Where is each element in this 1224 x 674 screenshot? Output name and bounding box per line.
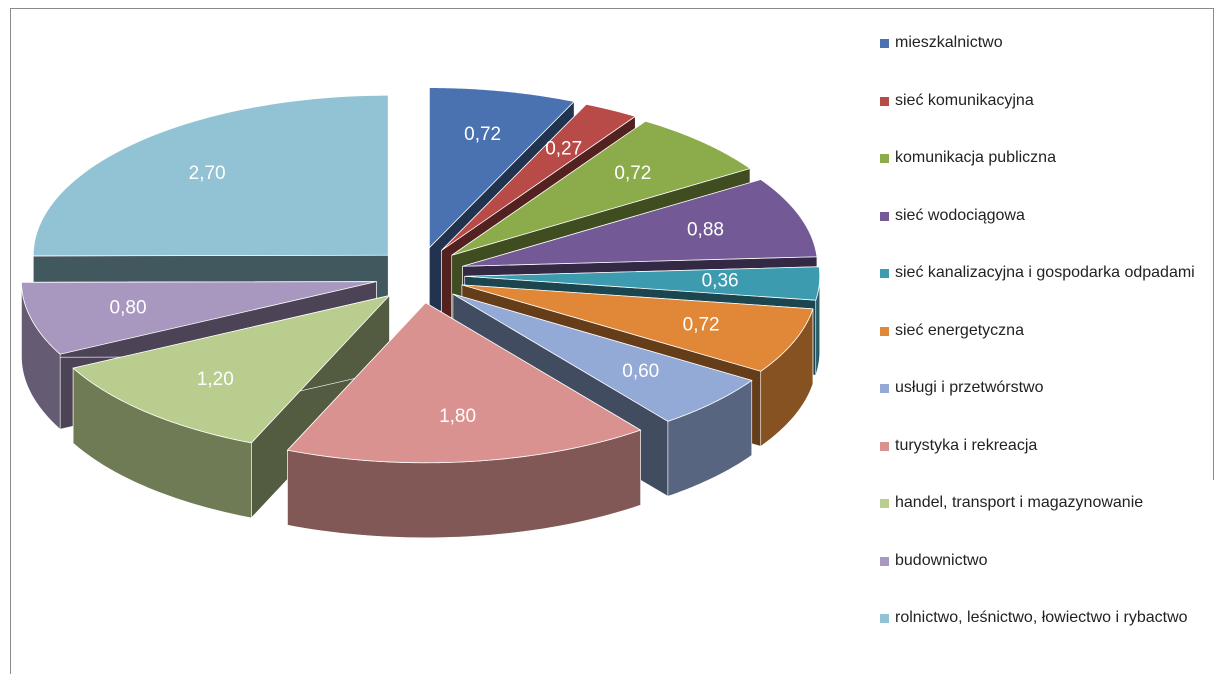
legend-label: mieszkalnictwo xyxy=(895,34,1003,51)
legend-item: sieć energetyczna xyxy=(873,320,1218,342)
slice xyxy=(461,284,814,372)
legend-swatch xyxy=(880,441,889,451)
slice xyxy=(462,179,818,267)
slice xyxy=(72,294,391,444)
legend-label: komunikacja publiczna xyxy=(895,149,1056,166)
data-label: 0,88 xyxy=(687,219,724,240)
legend-item: handel, transport i magazynowanie xyxy=(873,492,1218,514)
data-label: 1,80 xyxy=(439,406,476,427)
slice xyxy=(21,281,377,355)
legend-swatch xyxy=(880,499,889,508)
legend-swatch xyxy=(880,96,889,106)
data-label: 0,72 xyxy=(464,124,501,145)
legend-swatch xyxy=(880,269,889,278)
legend-item: turystyka i rekreacja xyxy=(873,435,1218,457)
data-label: 0,72 xyxy=(614,163,651,184)
legend-item: budownictwo xyxy=(873,550,1218,572)
legend-item: sieć wodociągowa xyxy=(873,205,1218,227)
legend-swatch xyxy=(880,211,889,221)
slice xyxy=(441,103,637,251)
slice xyxy=(452,293,753,422)
legend-swatch xyxy=(880,556,889,566)
slice xyxy=(428,87,575,249)
legend-label: rolnictwo, leśnictwo, łowiectwo i rybact… xyxy=(895,609,1188,626)
legend-item: rolnictwo, leśnictwo, łowiectwo i rybact… xyxy=(873,607,1218,629)
legend-item: sieć kanalizacyjna i gospodarka odpadami xyxy=(873,262,1218,284)
slice xyxy=(464,266,821,301)
legend-label: handel, transport i magazynowanie xyxy=(895,494,1144,511)
legend-label: budownictwo xyxy=(895,551,988,569)
data-label: 0,72 xyxy=(683,314,720,335)
legend-item: usługi i przetwórstwo xyxy=(873,377,1218,399)
data-label: 0,36 xyxy=(702,270,739,291)
frame xyxy=(10,8,1214,674)
legend-swatch xyxy=(880,39,889,48)
data-label: 0,60 xyxy=(622,361,659,382)
legend-swatch xyxy=(880,614,889,623)
legend-label: sieć kanalizacyjna i gospodarka odpadami xyxy=(895,264,1195,281)
slice xyxy=(286,302,642,464)
legend-label: usługi i przetwórstwo xyxy=(895,379,1044,396)
slice xyxy=(451,120,751,256)
slice xyxy=(32,94,389,257)
data-label: 1,20 xyxy=(197,369,234,390)
legend-label: turystyka i rekreacja xyxy=(895,436,1038,454)
data-label: 2,70 xyxy=(189,163,226,184)
legend-item: mieszkalnictwo xyxy=(873,32,1218,54)
legend-swatch xyxy=(880,384,889,393)
legend-swatch xyxy=(880,154,889,163)
data-label: 0,80 xyxy=(110,298,147,319)
data-label: 0,27 xyxy=(545,138,582,159)
legend-label: sieć energetyczna xyxy=(895,321,1024,339)
legend-item: sieć komunikacyjna xyxy=(873,90,1218,112)
legend-label: sieć komunikacyjna xyxy=(895,91,1034,109)
legend-swatch xyxy=(880,326,889,336)
legend-item: komunikacja publiczna xyxy=(873,147,1218,169)
legend-label: sieć wodociągowa xyxy=(895,206,1025,224)
